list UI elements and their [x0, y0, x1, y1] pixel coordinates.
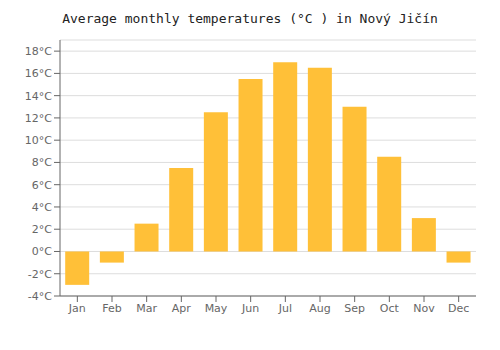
svg-text:Apr: Apr — [172, 302, 192, 315]
svg-text:6°C: 6°C — [32, 179, 52, 192]
svg-text:10°C: 10°C — [25, 134, 52, 147]
svg-text:-2°C: -2°C — [28, 268, 52, 281]
svg-text:Nov: Nov — [413, 302, 435, 315]
svg-text:Jun: Jun — [241, 302, 259, 315]
svg-text:Oct: Oct — [380, 302, 400, 315]
svg-text:18°C: 18°C — [25, 45, 52, 58]
svg-text:0°C: 0°C — [32, 245, 52, 258]
svg-text:Feb: Feb — [102, 302, 121, 315]
svg-text:14°C: 14°C — [25, 90, 52, 103]
svg-text:16°C: 16°C — [25, 67, 52, 80]
svg-text:May: May — [205, 302, 228, 315]
svg-text:Mar: Mar — [136, 302, 157, 315]
svg-text:-4°C: -4°C — [28, 290, 52, 303]
svg-text:12°C: 12°C — [25, 112, 52, 125]
svg-text:Dec: Dec — [448, 302, 469, 315]
svg-text:2°C: 2°C — [32, 223, 52, 236]
svg-text:8°C: 8°C — [32, 156, 52, 169]
svg-text:Sep: Sep — [344, 302, 365, 315]
svg-text:Aug: Aug — [309, 302, 330, 315]
svg-text:Jan: Jan — [68, 302, 86, 315]
html-text:Average monthly temperatures (: Average monthly temperatures (°C ) in No… — [62, 11, 438, 26]
svg-text:Jul: Jul — [278, 302, 292, 315]
svg-text:4°C: 4°C — [32, 201, 52, 214]
